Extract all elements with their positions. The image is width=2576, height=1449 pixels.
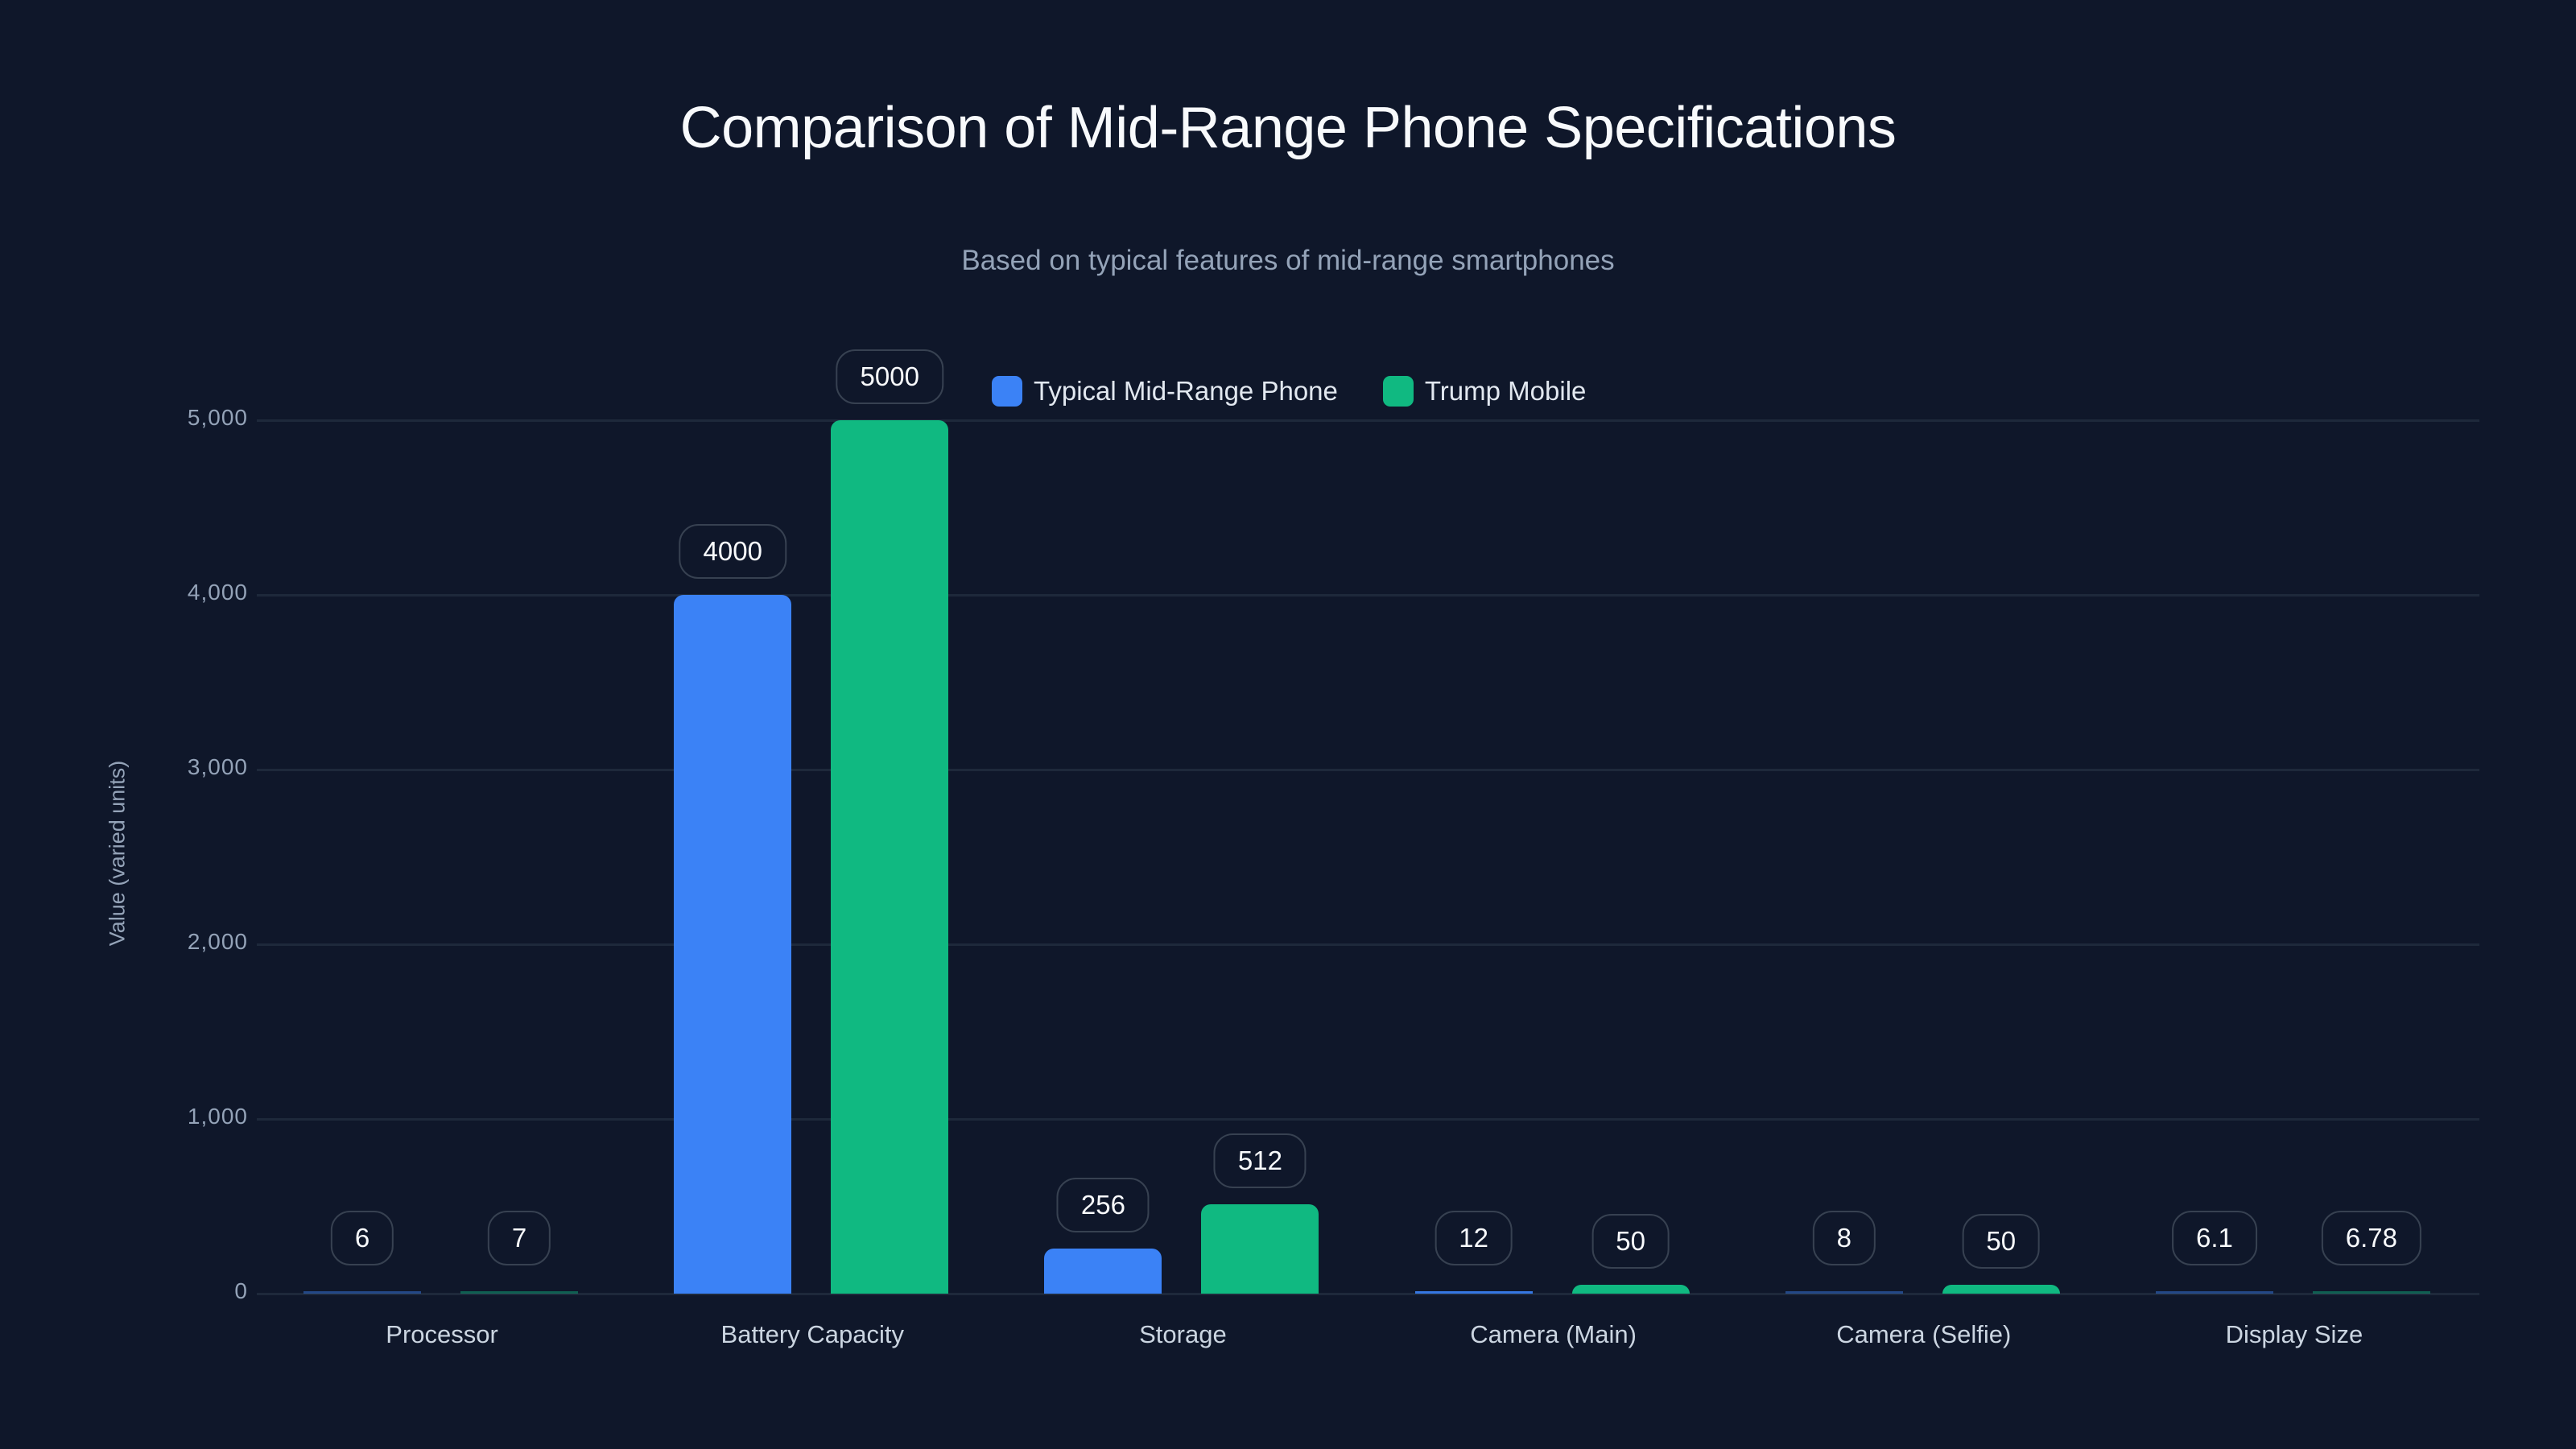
- legend-label-typical: Typical Mid-Range Phone: [1034, 376, 1338, 406]
- value-label-trump-5: 6.78: [2321, 1211, 2422, 1265]
- legend-item-typical[interactable]: Typical Mid-Range Phone: [992, 376, 1338, 407]
- bar-trump-1[interactable]: [831, 420, 949, 1294]
- gridline-5000: [257, 419, 2479, 422]
- legend-swatch-typical: [992, 376, 1022, 407]
- gridline-4000: [257, 594, 2479, 597]
- y-axis-label: Value (varied units): [105, 760, 130, 947]
- gridline-3000: [257, 769, 2479, 771]
- y-tick-0: 0: [234, 1278, 248, 1303]
- value-label-trump-3: 50: [1591, 1214, 1670, 1269]
- bar-trump-5[interactable]: [2312, 1291, 2430, 1294]
- value-label-trump-4: 50: [1962, 1214, 2041, 1269]
- value-label-trump-0: 7: [487, 1211, 551, 1265]
- value-label-typical-4: 8: [1812, 1211, 1876, 1265]
- bar-typical-1[interactable]: [674, 595, 792, 1294]
- chart-subtitle: Based on typical features of mid-range s…: [961, 245, 1615, 276]
- legend-label-trump: Trump Mobile: [1424, 376, 1587, 406]
- y-tick-4000: 4,000: [187, 580, 248, 605]
- x-tick-label: Processor: [386, 1320, 498, 1348]
- value-label-typical-3: 12: [1435, 1211, 1513, 1265]
- y-tick-2000: 2,000: [187, 929, 248, 954]
- bar-typical-0[interactable]: [303, 1291, 422, 1294]
- bar-typical-3[interactable]: [1414, 1291, 1533, 1294]
- chart-title: Comparison of Mid-Range Phone Specificat…: [679, 96, 1897, 160]
- x-tick-label: Camera (Selfie): [1836, 1320, 2012, 1348]
- bar-trump-0[interactable]: [460, 1291, 579, 1294]
- value-label-typical-1: 4000: [679, 524, 786, 579]
- bar-typical-5[interactable]: [2155, 1291, 2273, 1294]
- gridline-2000: [257, 943, 2479, 946]
- bar-trump-4[interactable]: [1942, 1285, 2060, 1294]
- legend-swatch-trump: [1382, 376, 1414, 407]
- legend-item-trump[interactable]: Trump Mobile: [1382, 376, 1587, 407]
- x-tick-label: Storage: [1139, 1320, 1227, 1348]
- bar-trump-3[interactable]: [1571, 1285, 1690, 1294]
- x-axis-baseline: [257, 1293, 2479, 1295]
- x-tick-label: Battery Capacity: [720, 1320, 904, 1348]
- value-label-typical-2: 256: [1056, 1178, 1150, 1233]
- plot-area: [257, 419, 2479, 1295]
- gridline-1000: [257, 1118, 2479, 1121]
- legend: Typical Mid-Range Phone Trump Mobile: [992, 373, 1631, 410]
- bar-trump-2[interactable]: [1201, 1203, 1319, 1294]
- y-tick-3000: 3,000: [187, 754, 248, 779]
- value-label-typical-5: 6.1: [2171, 1211, 2257, 1265]
- x-tick-label: Display Size: [2225, 1320, 2363, 1348]
- value-label-typical-0: 6: [330, 1211, 394, 1265]
- bar-typical-2[interactable]: [1044, 1249, 1162, 1294]
- y-tick-5000: 5,000: [187, 405, 248, 430]
- value-label-trump-2: 512: [1213, 1133, 1307, 1188]
- bar-typical-4[interactable]: [1785, 1291, 1903, 1294]
- x-tick-label: Camera (Main): [1470, 1320, 1637, 1348]
- value-label-trump-1: 5000: [836, 349, 943, 404]
- y-tick-1000: 1,000: [187, 1104, 248, 1129]
